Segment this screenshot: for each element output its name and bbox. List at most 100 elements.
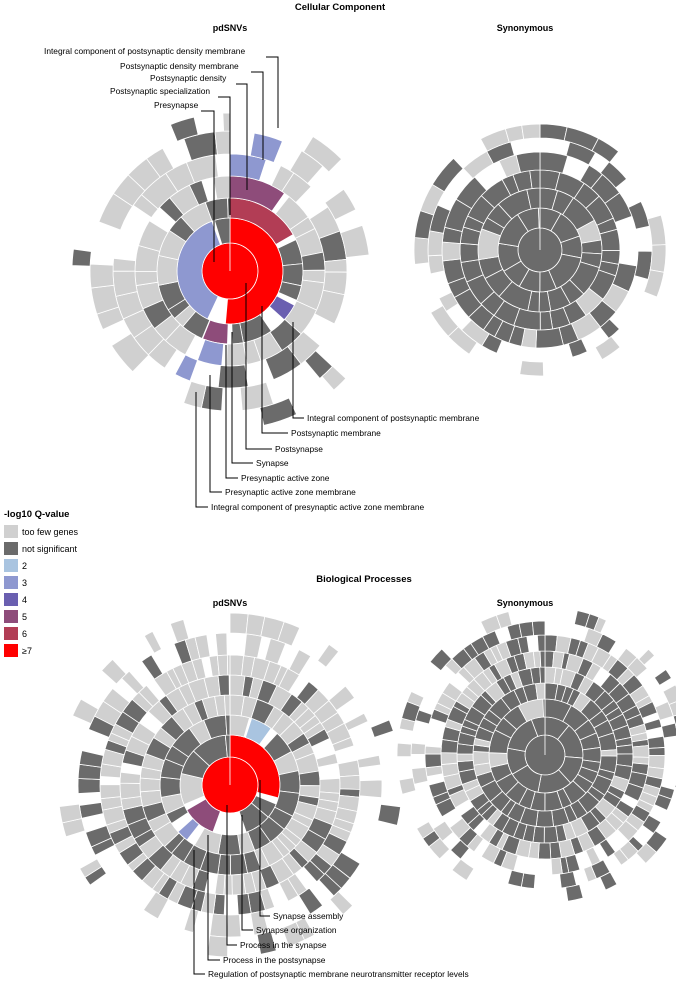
sunburst-segment — [596, 633, 617, 654]
sunburst-segment — [653, 669, 673, 686]
sunburst-segment — [594, 335, 621, 361]
bp-bottom-annotations: Synapse assembly Synapse organization Pr… — [193, 780, 469, 979]
legend-label: 6 — [22, 629, 27, 639]
sunburst-segment — [515, 151, 541, 173]
sunburst-segment — [264, 345, 302, 381]
sunburst-segment — [406, 690, 425, 708]
sunburst-segment — [278, 878, 299, 902]
label-synapse-assembly: Synapse assembly — [273, 911, 344, 921]
panel-title-biological-processes: Biological Processes — [316, 574, 412, 585]
sunburst-segment — [427, 254, 445, 275]
sunburst-segment — [543, 825, 559, 844]
sunburst-segment — [604, 192, 633, 223]
sunburst-segment — [143, 630, 163, 654]
label-process-in-postsynapse: Process in the postsynapse — [223, 955, 326, 965]
sunburst-segment — [479, 822, 499, 844]
cc-top-annotations: Integral component of postsynaptic densi… — [44, 46, 279, 262]
sunburst-segment — [217, 674, 230, 696]
subtitle-cc-pdsnvs: pdSNVs — [213, 23, 248, 33]
sunburst-segment — [377, 803, 402, 826]
sunburst-segment — [314, 289, 346, 325]
sunburst-segment — [111, 332, 150, 373]
sunburst-segment — [229, 612, 249, 635]
sunburst-segment — [329, 890, 354, 916]
sunburst-segment — [112, 257, 136, 272]
sunburst-segment — [228, 674, 231, 696]
leader-line — [241, 815, 253, 931]
sunburst-segment — [78, 750, 104, 768]
sunburst-segment — [627, 200, 650, 230]
highlight-segment — [186, 798, 221, 833]
sunburst-segment — [599, 161, 628, 189]
legend-swatch — [4, 593, 18, 606]
leader-line — [201, 110, 215, 262]
sunburst-segment — [243, 633, 263, 659]
sunburst-segment — [139, 777, 161, 793]
sunburst-segment — [661, 722, 676, 739]
sunburst-segment — [298, 887, 324, 915]
sunburst-segment — [411, 766, 429, 785]
sunburst-segment — [328, 685, 356, 712]
sunburst-segment — [215, 632, 228, 657]
sunburst-segment — [194, 634, 211, 659]
legend-label: too few genes — [22, 527, 79, 537]
sunburst-segment — [72, 698, 99, 725]
label-process-in-synapse: Process in the synapse — [240, 940, 327, 950]
sunburst-segment — [340, 224, 370, 258]
sunburst-segment — [156, 255, 179, 286]
label-synapse: Synapse — [256, 458, 289, 468]
sunburst-segment — [226, 914, 242, 938]
sunburst-segment — [277, 621, 301, 647]
highlight-segment — [229, 153, 267, 182]
legend-label: not significant — [22, 544, 78, 554]
sunburst-cc-synonymous — [413, 123, 667, 377]
sunburst-segment — [231, 873, 247, 896]
sunburst-segment — [79, 858, 103, 878]
sunburst-segment — [344, 712, 369, 732]
sunburst-segment — [78, 802, 104, 819]
legend: -log10 Q-value too few genes not signific… — [4, 509, 79, 657]
legend-items: too few genes not significant 2 3 4 5 6 ≥7 — [4, 525, 79, 657]
leader-line — [195, 392, 208, 508]
legend-title: -log10 Q-value — [4, 509, 69, 520]
sunburst-segment — [112, 270, 138, 297]
sunburst-segment — [459, 242, 480, 263]
label-presynapse: Presynapse — [154, 100, 199, 110]
leader-line — [218, 96, 231, 215]
sunburst-segment — [410, 742, 426, 755]
legend-label: 4 — [22, 595, 27, 605]
leader-line — [259, 780, 270, 917]
leader-line — [251, 71, 264, 160]
sunburst-segment — [71, 248, 92, 267]
label-presynaptic-active-zone-membrane: Presynaptic active zone membrane — [225, 487, 356, 497]
sunburst-bp-synonymous — [396, 610, 676, 902]
sunburst-segment — [259, 397, 298, 426]
sunburst-segment — [441, 681, 463, 702]
sunburst-segment — [662, 684, 676, 706]
sunburst-segment — [99, 784, 122, 800]
highlight-segment — [249, 132, 283, 164]
legend-label: 5 — [22, 612, 27, 622]
sunburst-segment — [539, 123, 568, 142]
sunburst-bp-pdsnvs — [58, 612, 402, 958]
legend-label: ≥7 — [22, 646, 32, 656]
sunburst-segment — [616, 820, 639, 842]
legend-swatch — [4, 610, 18, 623]
sunburst-segment — [424, 753, 443, 769]
sunburst-segment — [337, 759, 361, 778]
sunburst-segment — [538, 207, 541, 229]
sunburst-segment — [89, 263, 115, 289]
sunburst-segment — [226, 654, 231, 676]
sunburst-segment — [217, 364, 249, 389]
sunburst-segment — [223, 694, 231, 716]
sunburst-segment — [599, 871, 618, 891]
sunburst-segment — [216, 654, 229, 676]
sunburst-segment — [643, 269, 665, 298]
subtitle-cc-synonymous: Synonymous — [497, 23, 554, 33]
sunburst-segment — [278, 770, 301, 794]
sunburst-segment — [539, 151, 569, 174]
leader-line — [236, 83, 248, 190]
sunburst-segment — [357, 754, 382, 769]
sunburst-segment — [504, 124, 525, 143]
